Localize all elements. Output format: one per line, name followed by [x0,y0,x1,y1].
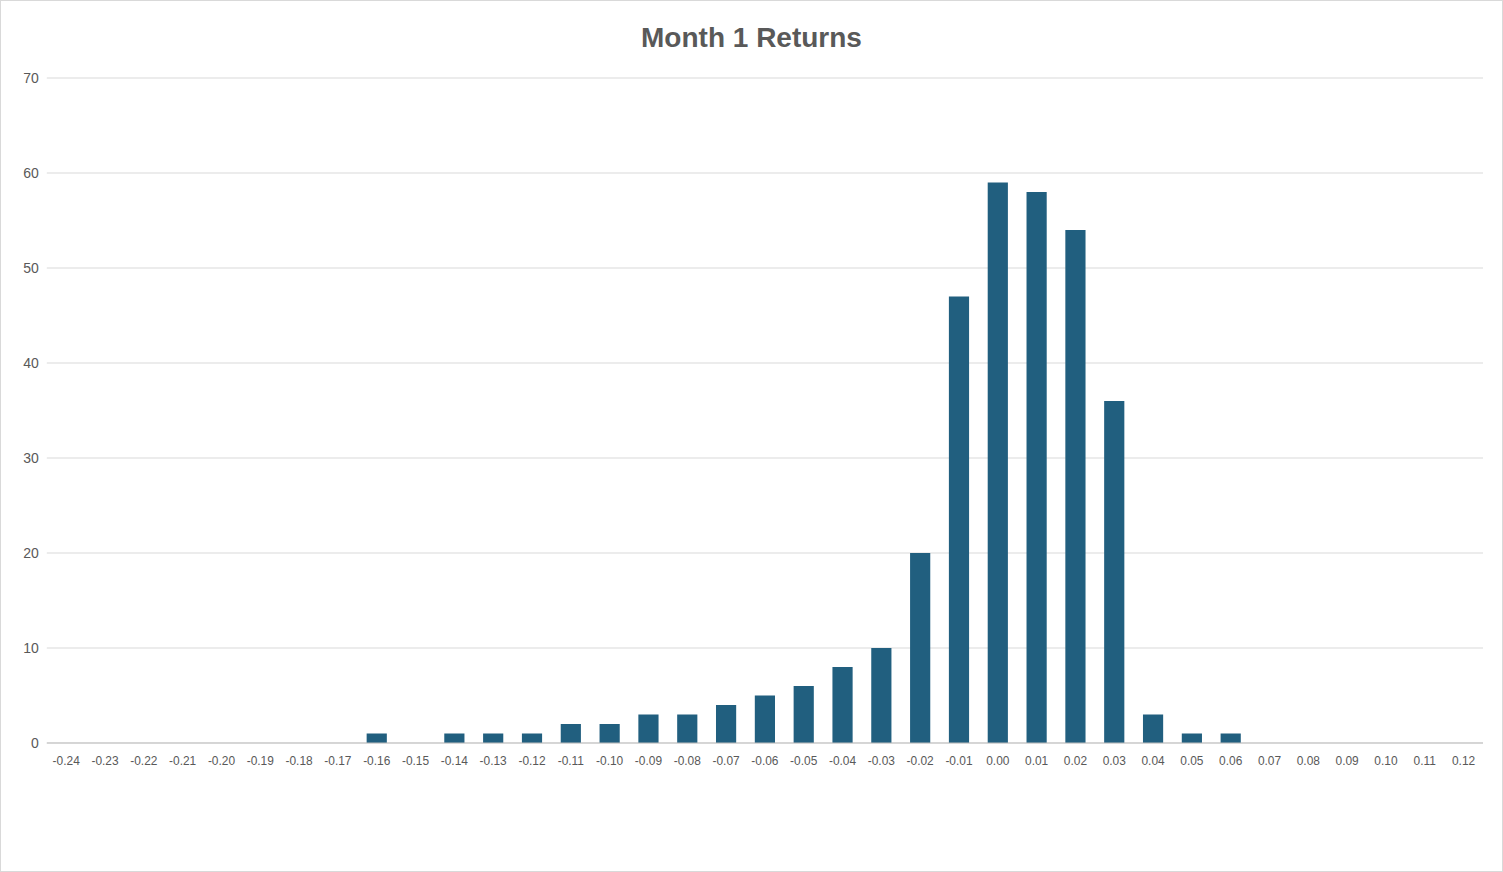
y-tick-label: 20 [23,545,39,561]
grid-line [47,363,1483,364]
x-tick-label: 0.00 [986,754,1010,768]
x-tick-label: -0.23 [91,754,119,768]
y-tick-label: 50 [23,260,39,276]
x-tick-label: -0.12 [518,754,546,768]
bar [444,734,464,744]
x-tick-label: -0.14 [441,754,469,768]
x-tick-label: -0.09 [635,754,663,768]
x-tick-label: -0.06 [751,754,779,768]
grid-line [47,173,1483,174]
x-tick-label: 0.12 [1452,754,1476,768]
bar [1143,715,1163,744]
x-tick-label: 0.08 [1297,754,1321,768]
x-tick-label: -0.10 [596,754,624,768]
x-tick-label: -0.04 [829,754,857,768]
x-axis [47,743,1483,744]
x-tick-label: 0.10 [1374,754,1398,768]
x-tick-label: -0.20 [208,754,236,768]
x-tick-label: 0.04 [1141,754,1165,768]
bar [910,553,930,743]
x-tick-label: -0.17 [324,754,352,768]
bar [949,297,969,744]
chart-frame [1,1,1503,872]
x-tick-label: -0.15 [402,754,430,768]
x-tick-label: -0.19 [247,754,275,768]
bars [367,183,1241,744]
bar [832,667,852,743]
x-tick-label: -0.01 [945,754,973,768]
x-tick-label: 0.09 [1336,754,1360,768]
x-tick-label: -0.11 [558,754,585,768]
y-tick-label: 40 [23,355,39,371]
x-tick-label: 0.01 [1025,754,1049,768]
x-tick-label: -0.22 [130,754,158,768]
bar [988,183,1008,744]
bar [794,686,814,743]
y-tick-label: 0 [31,735,39,751]
x-tick-label: -0.08 [674,754,702,768]
grid-line [47,553,1483,554]
chart: Month 1 Returns 0 10 20 30 40 50 60 70 -0.24 -0.23… [0,0,1503,872]
x-tick-label: -0.05 [790,754,818,768]
x-tick-label: -0.07 [712,754,740,768]
x-tick-label: -0.13 [480,754,508,768]
grid-line [47,648,1483,649]
bar [561,724,581,743]
x-tick-label: 0.06 [1219,754,1243,768]
bar [600,724,620,743]
y-tick-label: 70 [23,70,39,86]
bar [677,715,697,744]
x-tick-label: 0.11 [1414,754,1437,768]
y-tick-label: 60 [23,165,39,181]
x-tick-label: 0.05 [1180,754,1204,768]
y-tick-label: 30 [23,450,39,466]
grid-line [47,78,1483,79]
x-tick-label: -0.16 [363,754,391,768]
bar [522,734,542,744]
x-tick-label: -0.18 [286,754,314,768]
bar [367,734,387,744]
title: Month 1 Returns [641,22,862,53]
bar [716,705,736,743]
bar [1221,734,1241,744]
x-tick-label: -0.21 [169,754,197,768]
x-tick-label: 0.03 [1103,754,1127,768]
bar [1104,401,1124,743]
x-tick-label: -0.03 [868,754,896,768]
bar [1027,192,1047,743]
bar [755,696,775,744]
bar [1065,230,1085,743]
y-tick-label: 10 [23,640,39,656]
bar [483,734,503,744]
grid-line [47,268,1483,269]
bar [871,648,891,743]
x-tick-label: -0.02 [907,754,935,768]
x-tick-label: 0.02 [1064,754,1088,768]
grid-line [47,743,1483,744]
bar [638,715,658,744]
x-tick-label: 0.07 [1258,754,1282,768]
x-tick-label: -0.24 [53,754,81,768]
bar [1182,734,1202,744]
grid-line [47,458,1483,459]
